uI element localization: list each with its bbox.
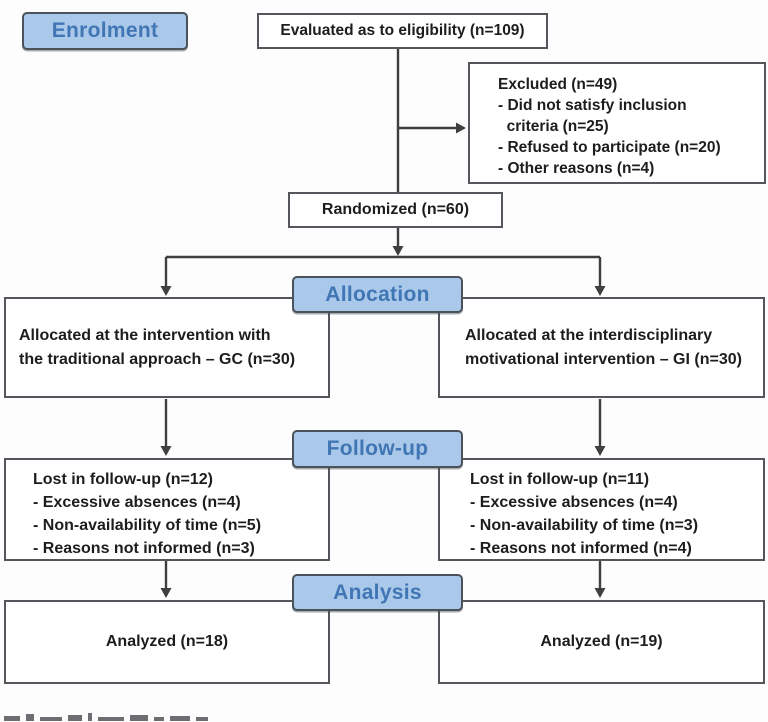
caption-fragment — [40, 717, 62, 721]
followup-left-item: - Reasons not informed (n=3) — [33, 540, 255, 557]
allocation-left-text: Allocated at the intervention with the t… — [19, 326, 296, 368]
stage-label-enrolment: Enrolment — [22, 12, 188, 50]
followup-right-item: - Reasons not informed (n=4) — [470, 540, 692, 557]
caption-fragment — [98, 717, 124, 721]
caption-fragment — [196, 717, 208, 721]
caption-fragment — [26, 714, 34, 721]
analyzed-right-text: Analyzed (n=19) — [540, 633, 663, 650]
followup-right-title: Lost in follow-up (n=11) — [470, 471, 650, 488]
followup-left-item: - Non-availability of time (n=5) — [33, 517, 262, 534]
caption-fragment — [170, 716, 190, 721]
analyzed-right-box: Analyzed (n=19) — [438, 600, 765, 684]
eligibility-box: Evaluated as to eligibility (n=109) — [257, 13, 548, 49]
randomized-text: Randomized (n=60) — [321, 201, 470, 218]
excluded-item: - Did not satisfy inclusion criteria (n=… — [498, 97, 687, 135]
analyzed-left-text: Analyzed (n=18) — [105, 633, 229, 650]
excluded-item: - Refused to participate (n=20) — [498, 139, 721, 156]
analyzed-left-box: Analyzed (n=18) — [4, 600, 330, 684]
eligibility-text: Evaluated as to eligibility (n=109) — [280, 22, 525, 39]
stage-label-allocation: Allocation — [292, 276, 463, 313]
followup-right-item: - Non-availability of time (n=3) — [470, 517, 699, 534]
followup-left-box: Lost in follow-up (n=12) - Excessive abs… — [4, 458, 330, 561]
caption-fragment — [154, 717, 164, 721]
allocation-right-box: Allocated at the interdisciplinary motiv… — [438, 297, 765, 398]
followup-left-title: Lost in follow-up (n=12) — [33, 471, 213, 488]
followup-right-box: Lost in follow-up (n=11) - Excessive abs… — [438, 458, 765, 561]
allocation-right-text: Allocated at the interdisciplinary motiv… — [465, 326, 742, 368]
caption-fragment — [88, 713, 92, 721]
allocation-left-box: Allocated at the intervention with the t… — [4, 297, 330, 398]
excluded-box: Excluded (n=49) - Did not satisfy inclus… — [468, 62, 766, 184]
caption-fragment — [4, 716, 20, 721]
followup-left-item: - Excessive absences (n=4) — [33, 494, 241, 511]
followup-right-item: - Excessive absences (n=4) — [470, 494, 678, 511]
caption-fragment — [68, 715, 82, 721]
stage-label-followup: Follow-up — [292, 430, 463, 468]
caption-fragment — [130, 715, 148, 721]
excluded-item: - Other reasons (n=4) — [498, 160, 655, 177]
stage-label-analysis: Analysis — [292, 574, 463, 611]
cut-off-caption — [4, 709, 208, 721]
excluded-title: Excluded (n=49) — [498, 76, 618, 93]
randomized-box: Randomized (n=60) — [288, 192, 503, 228]
